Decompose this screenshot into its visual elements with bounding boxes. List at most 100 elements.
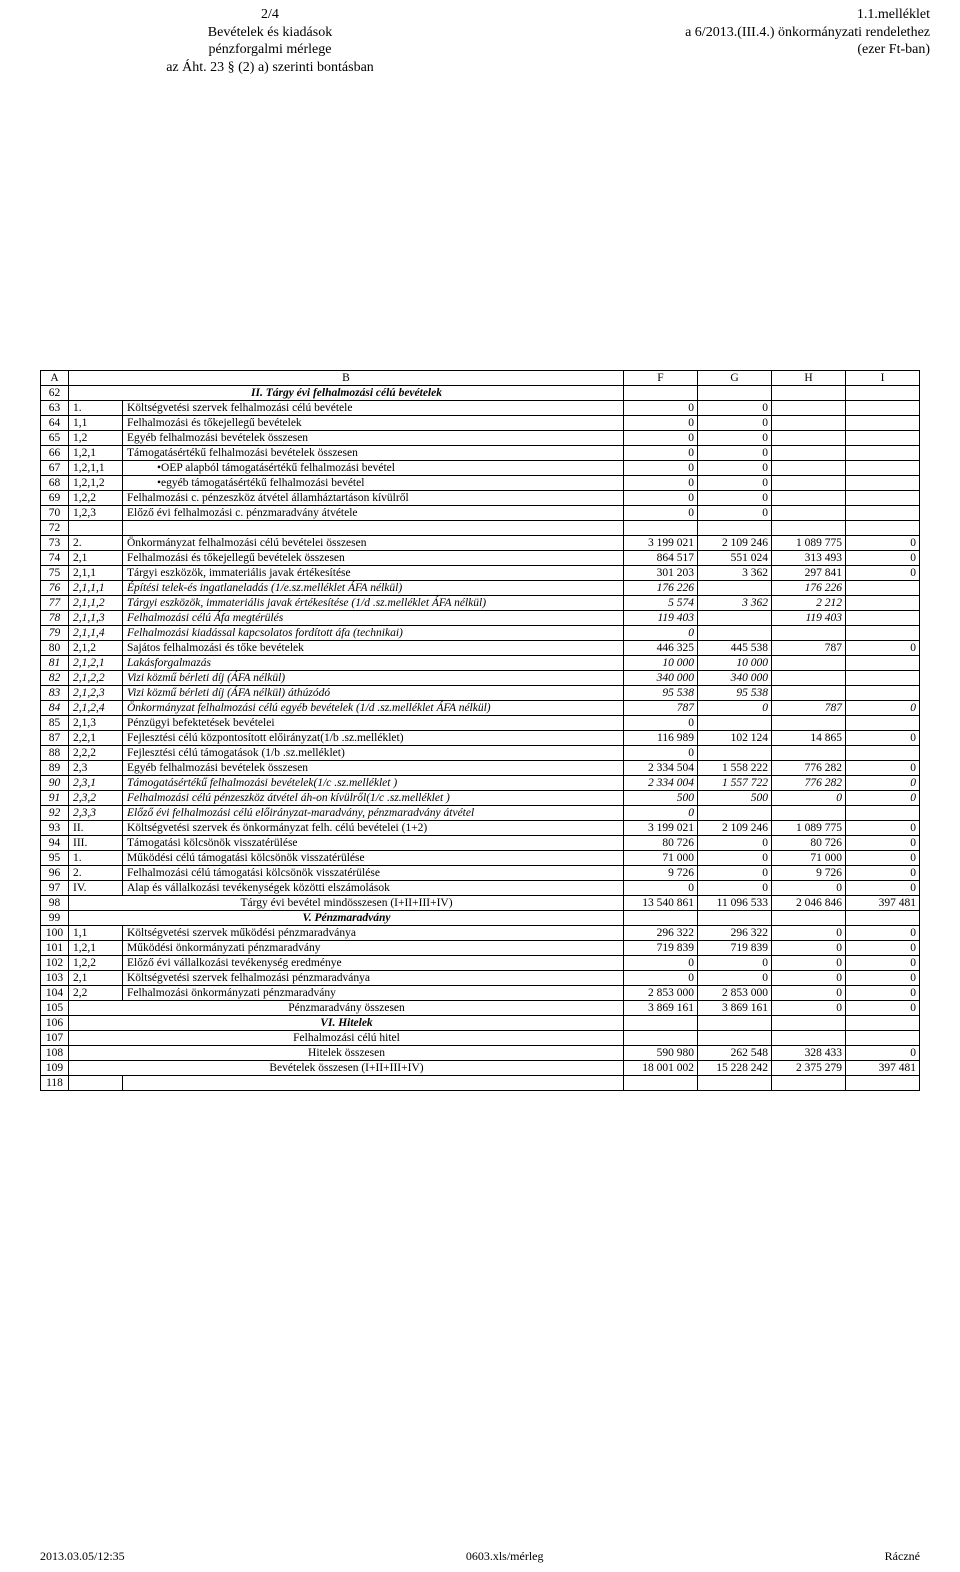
cell-I bbox=[846, 581, 920, 596]
cell-H bbox=[772, 506, 846, 521]
cell-F: 0 bbox=[624, 416, 698, 431]
row-description: Felhalmozási c. pénzeszköz átvétel állam… bbox=[123, 491, 624, 506]
table-row: 912,3,2Felhalmozási célú pénzeszköz átvé… bbox=[41, 791, 920, 806]
table-row: 842,1,2,4Önkormányzat felhalmozási célú … bbox=[41, 701, 920, 716]
cell-H bbox=[772, 1016, 846, 1031]
row-code: 1,2,1,1 bbox=[69, 461, 123, 476]
row-code: 2,1,2,1 bbox=[69, 656, 123, 671]
cell-I: 0 bbox=[846, 1046, 920, 1061]
row-number: 97 bbox=[41, 881, 69, 896]
cell-H: 1 089 775 bbox=[772, 821, 846, 836]
col-header: G bbox=[698, 371, 772, 386]
table-row: 962.Felhalmozási célú támogatási kölcsön… bbox=[41, 866, 920, 881]
cell-G: 2 853 000 bbox=[698, 986, 772, 1001]
cell-H: 297 841 bbox=[772, 566, 846, 581]
row-description: Költségvetési szervek működési pénzmarad… bbox=[123, 926, 624, 941]
cell-G bbox=[698, 521, 772, 536]
row-number: 89 bbox=[41, 761, 69, 776]
table-row: 802,1,2Sajátos felhalmozási és tőke bevé… bbox=[41, 641, 920, 656]
table-row: 872,2,1Fejlesztési célú központosított e… bbox=[41, 731, 920, 746]
cell-I bbox=[846, 746, 920, 761]
cell-F: 18 001 002 bbox=[624, 1061, 698, 1076]
row-description: Fejlesztési célú központosított előirány… bbox=[123, 731, 624, 746]
footer-file: 0603.xls/mérleg bbox=[466, 1549, 544, 1564]
row-code: 1,1 bbox=[69, 416, 123, 431]
cell-I: 0 bbox=[846, 731, 920, 746]
row-code: 2. bbox=[69, 866, 123, 881]
cell-F: 0 bbox=[624, 506, 698, 521]
row-code: 2,2,1 bbox=[69, 731, 123, 746]
cell-G bbox=[698, 626, 772, 641]
col-header: B bbox=[69, 371, 624, 386]
cell-H: 0 bbox=[772, 926, 846, 941]
row-description: Támogatási kölcsönök visszatérülése bbox=[123, 836, 624, 851]
row-number: 107 bbox=[41, 1031, 69, 1046]
row-number: 88 bbox=[41, 746, 69, 761]
cell-G bbox=[698, 1016, 772, 1031]
row-description: Fejlesztési célú támogatások (1/b .sz.me… bbox=[123, 746, 624, 761]
cell-H: 0 bbox=[772, 791, 846, 806]
row-number: 103 bbox=[41, 971, 69, 986]
cell-F: 3 869 161 bbox=[624, 1001, 698, 1016]
cell-G: 15 228 242 bbox=[698, 1061, 772, 1076]
row-description: Előző évi felhalmozási c. pénzmaradvány … bbox=[123, 506, 624, 521]
row-number: 78 bbox=[41, 611, 69, 626]
cell-F: 2 334 504 bbox=[624, 761, 698, 776]
cell-F: 80 726 bbox=[624, 836, 698, 851]
cell-I: 0 bbox=[846, 941, 920, 956]
row-code: III. bbox=[69, 836, 123, 851]
cell-I bbox=[846, 671, 920, 686]
cell-H bbox=[772, 1076, 846, 1091]
cell-H: 787 bbox=[772, 641, 846, 656]
cell-H: 80 726 bbox=[772, 836, 846, 851]
cell-F bbox=[624, 386, 698, 401]
row-number: 102 bbox=[41, 956, 69, 971]
row-description: Bevételek összesen (I+II+III+IV) bbox=[69, 1061, 624, 1076]
cell-H bbox=[772, 746, 846, 761]
row-number: 69 bbox=[41, 491, 69, 506]
row-code: 1,2,1 bbox=[69, 941, 123, 956]
row-description: Pénzmaradvány összesen bbox=[69, 1001, 624, 1016]
table-row: 1011,2,1Működési önkormányzati pénzmarad… bbox=[41, 941, 920, 956]
cell-I: 0 bbox=[846, 836, 920, 851]
cell-H: 176 226 bbox=[772, 581, 846, 596]
table-row: 72 bbox=[41, 521, 920, 536]
cell-G: 10 000 bbox=[698, 656, 772, 671]
row-number: 79 bbox=[41, 626, 69, 641]
cell-I: 0 bbox=[846, 866, 920, 881]
cell-F: 3 199 021 bbox=[624, 536, 698, 551]
row-number: 85 bbox=[41, 716, 69, 731]
row-description: Költségvetési szervek és önkormányzat fe… bbox=[123, 821, 624, 836]
row-description: Vizi közmű bérleti díj (ÁFA nélkül) bbox=[123, 671, 624, 686]
row-code bbox=[69, 1076, 123, 1091]
table-row: 882,2,2Fejlesztési célú támogatások (1/b… bbox=[41, 746, 920, 761]
cell-F: 0 bbox=[624, 491, 698, 506]
cell-F: 0 bbox=[624, 401, 698, 416]
cell-H: 0 bbox=[772, 986, 846, 1001]
cell-G: 0 bbox=[698, 701, 772, 716]
cell-I: 0 bbox=[846, 851, 920, 866]
row-description: Felhalmozási célú Áfa megtérülés bbox=[123, 611, 624, 626]
footer-author: Ráczné bbox=[885, 1549, 920, 1564]
cell-F: 301 203 bbox=[624, 566, 698, 581]
header-right-line: 1.1.melléklet bbox=[630, 6, 930, 24]
cell-I bbox=[846, 416, 920, 431]
cell-H: 0 bbox=[772, 941, 846, 956]
cell-I bbox=[846, 1031, 920, 1046]
table-row: 812,1,2,1Lakásforgalmazás10 00010 000 bbox=[41, 656, 920, 671]
table-row: 691,2,2Felhalmozási c. pénzeszköz átvéte… bbox=[41, 491, 920, 506]
row-code: 1,2,2 bbox=[69, 956, 123, 971]
cell-H bbox=[772, 461, 846, 476]
cell-G: 0 bbox=[698, 956, 772, 971]
row-code: 2,1 bbox=[69, 551, 123, 566]
row-description: Felhalmozási kiadással kapcsolatos fordí… bbox=[123, 626, 624, 641]
cell-H: 328 433 bbox=[772, 1046, 846, 1061]
table-row: 1032,1Költségvetési szervek felhalmozási… bbox=[41, 971, 920, 986]
cell-H: 0 bbox=[772, 956, 846, 971]
cell-I: 0 bbox=[846, 821, 920, 836]
table-row: 762,1,1,1Építési telek-és ingatlaneladás… bbox=[41, 581, 920, 596]
table-body: 62II. Tárgy évi felhalmozási célú bevéte… bbox=[41, 386, 920, 1091]
cell-F: 0 bbox=[624, 956, 698, 971]
cell-F bbox=[624, 1016, 698, 1031]
cell-H bbox=[772, 401, 846, 416]
